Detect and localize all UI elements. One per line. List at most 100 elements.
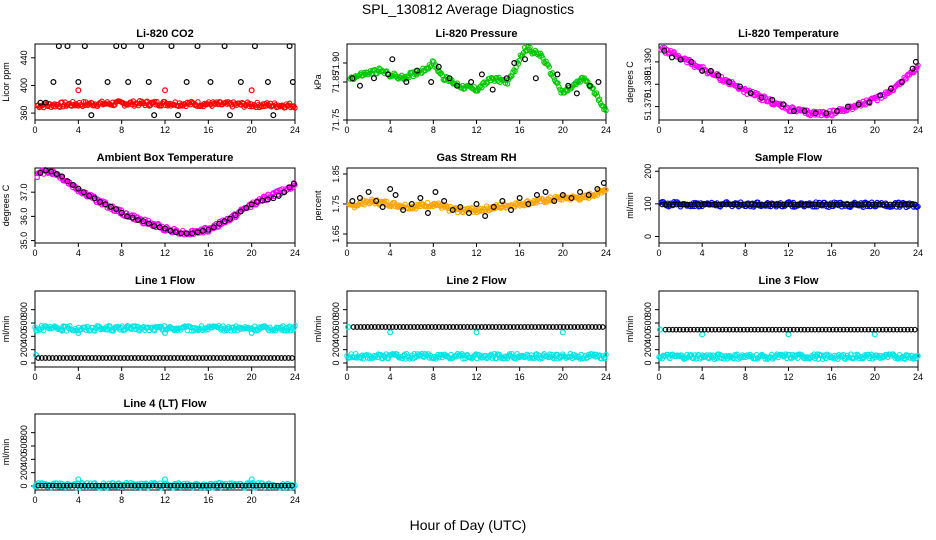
data-point [56, 355, 63, 361]
data-point [414, 67, 421, 74]
data-point [446, 324, 453, 330]
data-point [239, 482, 245, 489]
data-point [60, 355, 67, 361]
x-tick-label: 12 [783, 372, 793, 382]
data-point [786, 351, 792, 358]
data-point [525, 324, 531, 330]
data-point [432, 189, 439, 196]
data-point [243, 204, 250, 211]
x-tick-label: 0 [656, 125, 661, 135]
data-point [114, 482, 120, 489]
data-point [49, 355, 56, 361]
data-point [103, 482, 110, 489]
data-point [759, 201, 765, 208]
series-0 [658, 44, 921, 119]
x-tick-label: 12 [783, 125, 793, 135]
data-point [787, 326, 793, 333]
data-point [89, 482, 95, 489]
data-point [35, 355, 42, 361]
data-point [670, 201, 676, 208]
figure-title: SPL_130812 Average Diagnostics [362, 1, 574, 17]
data-point [102, 326, 109, 333]
data-point [737, 201, 744, 208]
data-point [425, 324, 432, 330]
data-point [657, 326, 664, 333]
data-point [702, 201, 708, 208]
x-tick-label: 16 [515, 248, 525, 258]
data-point [464, 324, 471, 330]
x-tick-label: 8 [119, 248, 124, 258]
data-point [63, 355, 70, 361]
data-point [442, 353, 449, 360]
series-1 [37, 43, 296, 119]
data-point [797, 326, 804, 333]
data-point [758, 94, 765, 101]
data-point [274, 482, 281, 489]
data-point [285, 482, 292, 489]
data-point [912, 58, 919, 65]
data-point [877, 92, 884, 99]
data-point [411, 324, 417, 330]
data-point [736, 83, 743, 90]
data-point [94, 323, 100, 329]
data-point [104, 78, 111, 85]
data-point [709, 201, 715, 208]
data-point [751, 201, 758, 208]
x-tick-label: 20 [247, 248, 257, 258]
x-tick-label: 12 [160, 372, 170, 382]
data-point [812, 201, 819, 208]
data-point [253, 482, 260, 489]
data-point [199, 227, 206, 234]
data-point [872, 326, 879, 333]
data-point [286, 43, 293, 50]
data-point [264, 355, 270, 361]
data-point [837, 201, 844, 208]
data-point [242, 355, 249, 361]
data-point [194, 229, 201, 236]
data-point [75, 330, 82, 337]
data-point [522, 56, 529, 63]
data-point [135, 355, 142, 361]
data-point [370, 75, 377, 82]
data-point [237, 326, 244, 332]
data-point [203, 482, 210, 489]
data-point [476, 208, 482, 215]
data-point [812, 326, 818, 333]
data-point [911, 326, 918, 333]
data-point [577, 196, 583, 203]
data-point [267, 482, 274, 489]
data-point [726, 78, 733, 85]
data-point [85, 355, 92, 361]
data-point [124, 482, 131, 489]
data-point [769, 96, 776, 103]
data-point [289, 482, 295, 489]
data-point [192, 355, 199, 361]
y-tick-label: 400 [19, 329, 29, 344]
data-point [776, 326, 783, 333]
y-axis-label: degrees C [625, 61, 635, 103]
data-point [49, 482, 56, 489]
data-point [439, 324, 446, 330]
data-point [869, 326, 875, 333]
data-point [189, 230, 196, 237]
data-point [160, 482, 167, 489]
data-point [393, 324, 400, 330]
data-point [707, 67, 714, 74]
series-0 [34, 98, 298, 111]
panel: Li-820 Pressure kPa 0 4 8 12 16 20 24 71.75 71.857… [313, 28, 611, 135]
data-point [833, 201, 840, 208]
data-point [428, 324, 435, 330]
panel: Li-820 CO2 Licor ppm 0 4 8 12 16 20 24 360 400 440 [1, 28, 300, 135]
data-point [199, 355, 206, 361]
x-tick-label: 24 [913, 125, 923, 135]
x-tick-label: 8 [743, 372, 748, 382]
data-point [110, 482, 117, 489]
data-point [915, 353, 921, 359]
data-point [207, 78, 214, 85]
data-point [371, 324, 378, 330]
x-tick-label: 20 [870, 125, 880, 135]
data-point [865, 201, 872, 208]
data-point [285, 355, 292, 361]
data-point [785, 331, 792, 338]
data-point [883, 326, 890, 333]
